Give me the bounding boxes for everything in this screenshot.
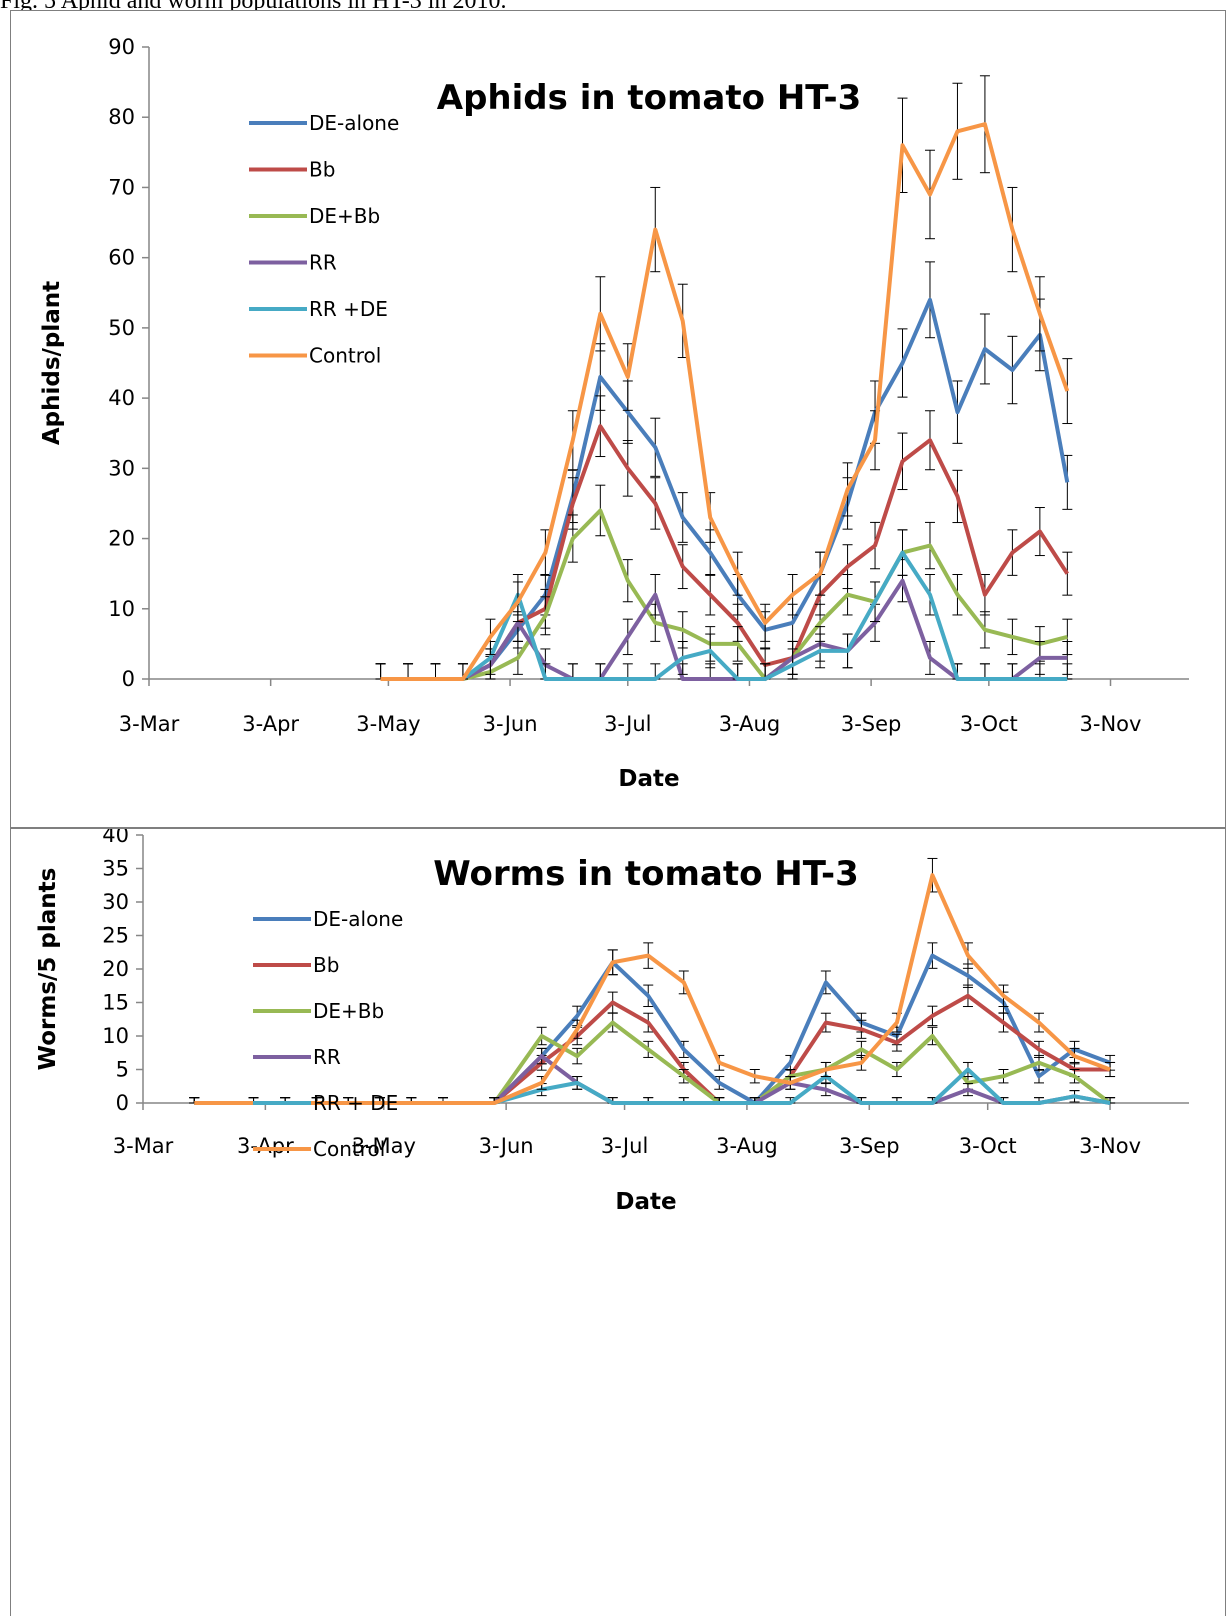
- series-control: [189, 857, 1116, 1105]
- legend-label: RR: [313, 1045, 341, 1069]
- series-bb: [375, 395, 1073, 681]
- series-rr+de: [375, 529, 1073, 681]
- y-tick-label: 10: [108, 597, 135, 621]
- series-rr: [375, 559, 1073, 681]
- y-tick-label: 10: [102, 1024, 129, 1048]
- x-tick-label: 3-Oct: [959, 1134, 1017, 1158]
- series-de-alone: [375, 261, 1073, 681]
- legend-label: DE-alone: [309, 111, 399, 135]
- x-axis-label: Date: [618, 766, 679, 792]
- y-tick-label: 35: [102, 857, 129, 881]
- x-tick-label: 3-Jun: [483, 712, 538, 736]
- worms-chart-panel: Worms in tomato HT-3 0 5 10 15 20 25 30 35 40 3-Ma…: [10, 823, 1226, 1616]
- y-tick-label: 40: [102, 829, 129, 847]
- chart-title: Aphids in tomato HT-3: [437, 78, 861, 118]
- y-axis-label: Worms/5 plants: [35, 868, 61, 1071]
- y-tick-label: 40: [108, 386, 135, 410]
- legend-label: DE+Bb: [313, 999, 384, 1023]
- series-control: [375, 75, 1073, 681]
- x-tick-label: 3-Sep: [841, 712, 902, 736]
- legend-label: Bb: [313, 953, 339, 977]
- x-tick-label: 3-Jul: [601, 1134, 648, 1158]
- y-tick-label: 50: [108, 316, 135, 340]
- series-line: [380, 550, 1068, 681]
- x-tick-label: 3-Mar: [113, 1134, 174, 1158]
- series-line: [380, 424, 1069, 681]
- x-tick-label: 3-Jun: [479, 1134, 534, 1158]
- series-line: [194, 873, 1111, 1105]
- y-tick-label: 30: [102, 890, 129, 914]
- y-tick-label: 70: [108, 175, 135, 199]
- legend-label: RR + DE: [313, 1091, 398, 1115]
- x-tick-label: 3-Aug: [719, 712, 780, 736]
- y-tick-label: 25: [102, 924, 129, 948]
- chart-title: Worms in tomato HT-3: [433, 854, 858, 894]
- x-tick-label: 3-Oct: [960, 712, 1018, 736]
- legend-label: DE+Bb: [309, 204, 380, 228]
- x-tick-label: 3-May: [352, 1134, 416, 1158]
- y-tick-label: 80: [108, 105, 135, 129]
- y-tick-label: 60: [108, 246, 135, 270]
- series-line: [380, 297, 1070, 681]
- x-tick-label: 3-May: [356, 712, 420, 736]
- legend-label: Control: [309, 344, 381, 368]
- x-tick-label: 3-Nov: [1079, 1134, 1141, 1158]
- legend-label: RR: [309, 251, 337, 275]
- x-tick-label: 3-Sep: [839, 1134, 900, 1158]
- y-tick-label: 20: [108, 527, 135, 551]
- legend-label: Bb: [309, 158, 335, 182]
- x-tick-label: 3-Jul: [604, 712, 651, 736]
- series-line: [380, 122, 1070, 681]
- legend-label: RR +DE: [309, 297, 388, 321]
- x-tick-label: 3-Apr: [242, 712, 299, 736]
- y-tick-label: 0: [116, 1091, 129, 1115]
- x-tick-label: 3-Apr: [237, 1134, 294, 1158]
- legend-label: DE-alone: [313, 907, 403, 931]
- x-axis-label: Date: [615, 1189, 676, 1215]
- y-tick-label: 15: [102, 991, 129, 1015]
- series-line: [380, 508, 1068, 681]
- y-tick-label: 0: [122, 667, 135, 691]
- y-tick-label: 90: [108, 35, 135, 59]
- aphids-chart-panel: Aphids in tomato HT-3 0 10 20 30 40 50 60 70 80 90…: [10, 10, 1226, 828]
- aphids-chart: Aphids in tomato HT-3 0 10 20 30 40 50 60 70 80 90…: [39, 35, 1189, 792]
- x-tick-label: 3-Aug: [716, 1134, 777, 1158]
- y-axis-label: Aphids/plant: [39, 281, 65, 445]
- y-tick-label: 30: [108, 456, 135, 480]
- y-tick-label: 20: [102, 957, 129, 981]
- worms-chart: Worms in tomato HT-3 0 5 10 15 20 25 30 35 40 3-Ma…: [35, 823, 1189, 1215]
- legend-label: Control: [313, 1137, 385, 1161]
- x-tick-label: 3-Mar: [119, 712, 180, 736]
- x-tick-label: 3-Nov: [1080, 712, 1142, 736]
- y-tick-label: 5: [116, 1058, 129, 1082]
- series-line: [380, 578, 1068, 681]
